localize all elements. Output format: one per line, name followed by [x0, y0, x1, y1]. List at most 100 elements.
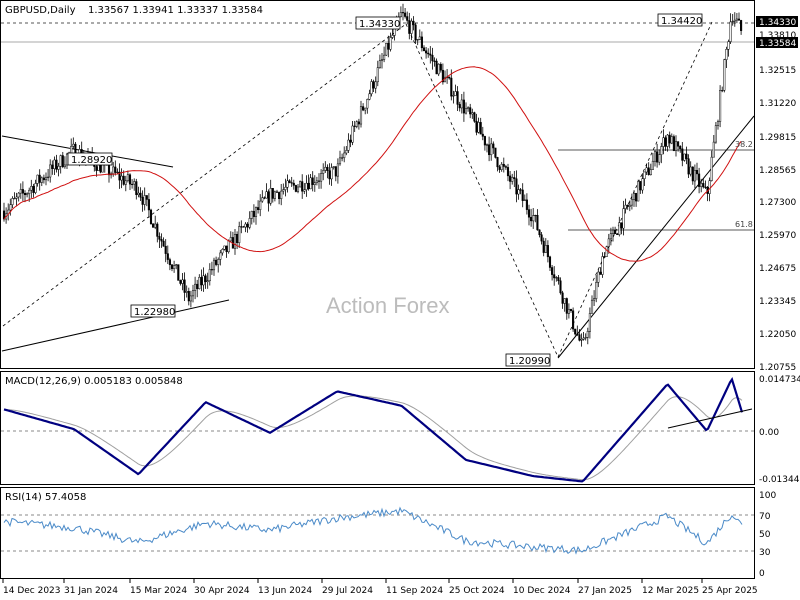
candle-body — [418, 36, 421, 40]
trend-lines — [1, 21, 755, 359]
rsi-panel-frame — [0, 487, 755, 579]
high-sep-label: 1.34330 — [359, 19, 400, 30]
candle-body — [733, 19, 736, 22]
candle-body — [467, 107, 470, 109]
moving-average-line — [3, 66, 742, 262]
candle-body — [181, 279, 184, 284]
candle-body — [9, 204, 12, 211]
candle-body — [349, 139, 352, 143]
candle-body — [112, 166, 115, 174]
date-label: 25 Oct 2024 — [449, 586, 505, 596]
candle-body — [368, 93, 371, 100]
candle-body — [475, 120, 478, 133]
candle-body — [698, 173, 701, 187]
rsi-title: RSI(14) 57.4058 — [5, 492, 86, 503]
candle-body — [544, 245, 547, 253]
candle-body — [679, 146, 682, 150]
candle-body — [635, 193, 638, 202]
candle-body — [437, 63, 440, 75]
candle-body — [244, 223, 247, 228]
candle-body — [651, 160, 654, 170]
candle-body — [441, 69, 444, 83]
candle-body — [273, 191, 276, 199]
candle-body — [502, 163, 505, 167]
candle-body — [70, 146, 73, 154]
candle-body — [425, 50, 428, 54]
macd-panel: MACD(12,26,9) 0.005183 0.005848 0.014734… — [1, 375, 800, 485]
candle-body — [170, 264, 174, 269]
candle-body — [38, 174, 41, 183]
candle-body — [492, 143, 495, 149]
candle-body — [681, 148, 684, 161]
low-jan-box — [505, 353, 551, 367]
candle-body — [120, 175, 123, 181]
candle-body — [481, 133, 484, 137]
candle-body — [42, 177, 45, 181]
candle-body — [315, 180, 318, 183]
candle-body — [19, 189, 22, 194]
price-tick: 1.29815 — [759, 133, 796, 143]
candle-body — [597, 271, 600, 283]
candle-body — [320, 173, 323, 182]
candle-body — [590, 299, 594, 314]
candle-body — [248, 218, 251, 228]
candle-body — [641, 178, 644, 191]
candle-body — [254, 207, 258, 217]
candle-body — [695, 170, 699, 175]
candle-body — [658, 154, 661, 163]
candle-body — [737, 18, 741, 21]
high-apr-label: 1.34420 — [661, 16, 702, 27]
candle-body — [376, 67, 379, 83]
candle-body — [506, 167, 510, 177]
candle-body — [40, 177, 43, 183]
candle-body — [336, 163, 339, 177]
candle-body — [183, 279, 186, 293]
candle-body — [59, 155, 62, 167]
panel-frames — [0, 0, 755, 579]
candle-body — [267, 191, 270, 204]
marked-price-box — [756, 16, 798, 27]
candle-body — [141, 196, 144, 205]
candle-body — [515, 178, 518, 195]
candle-body — [139, 192, 142, 198]
candle-body — [427, 52, 430, 55]
candle-body — [710, 156, 713, 181]
candle-body — [338, 157, 342, 165]
decline-dashed — [405, 23, 559, 358]
candle-body — [347, 139, 350, 151]
candle-body — [702, 183, 705, 188]
candle-body — [187, 291, 190, 302]
candle-body — [704, 186, 707, 188]
low-jan-label: 1.20990 — [509, 356, 550, 367]
candle-body — [21, 189, 24, 194]
candle-body — [729, 21, 732, 42]
candle-body — [498, 166, 501, 170]
high-apr-box — [657, 13, 703, 27]
candle-body — [380, 59, 384, 61]
candle-body — [565, 298, 568, 314]
candle-body — [601, 256, 604, 275]
candle-body — [450, 77, 453, 97]
price-reference-lines — [1, 22, 754, 231]
date-label: 30 Apr 2024 — [194, 586, 250, 596]
candle-body — [259, 200, 262, 210]
candle-body — [401, 12, 405, 14]
candle-body — [561, 292, 564, 304]
price-tick: 1.23345 — [759, 297, 796, 307]
candle-body — [303, 189, 306, 192]
candle-body — [357, 121, 360, 125]
candle-body — [122, 175, 125, 185]
candle-body — [32, 186, 35, 193]
candle-body — [414, 24, 417, 41]
chart-ohlc: 1.33567 1.33941 1.33337 1.33584 — [88, 5, 263, 16]
candle-body — [294, 185, 297, 192]
candle-body — [301, 181, 304, 192]
candle-body — [626, 204, 629, 207]
fib-382-label: 38.2 — [735, 140, 753, 149]
candle-body — [509, 175, 512, 182]
candle-body — [206, 280, 209, 283]
price-tick: 1.20755 — [759, 363, 796, 373]
left-low-box — [130, 304, 176, 318]
candle-body — [53, 159, 56, 169]
candle-body — [536, 214, 539, 231]
